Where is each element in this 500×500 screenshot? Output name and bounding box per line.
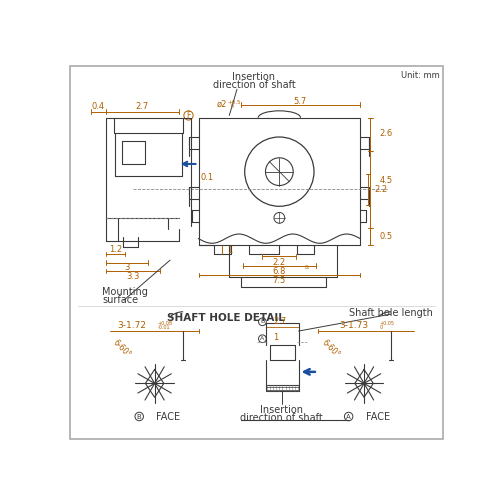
Text: +0.05: +0.05 bbox=[380, 321, 394, 326]
Text: 1: 1 bbox=[226, 246, 232, 254]
Text: 2.2: 2.2 bbox=[374, 185, 387, 194]
Text: Insertion: Insertion bbox=[260, 405, 303, 415]
Text: 1.2: 1.2 bbox=[109, 245, 122, 254]
Text: Mounting: Mounting bbox=[102, 287, 148, 297]
Text: +0.5: +0.5 bbox=[227, 100, 240, 105]
Text: 6-60°: 6-60° bbox=[320, 338, 342, 359]
Text: direction of shaft: direction of shaft bbox=[240, 414, 323, 424]
Text: 0.5: 0.5 bbox=[380, 232, 392, 241]
Text: 2.6: 2.6 bbox=[380, 130, 392, 138]
Text: FACE: FACE bbox=[366, 412, 390, 422]
Text: 5.7: 5.7 bbox=[294, 97, 307, 106]
Text: 6.8: 6.8 bbox=[272, 267, 286, 276]
Text: A: A bbox=[346, 414, 351, 420]
Text: surface: surface bbox=[102, 295, 139, 305]
Text: 0: 0 bbox=[380, 326, 382, 330]
Text: 3: 3 bbox=[124, 264, 130, 272]
Text: 0.4: 0.4 bbox=[92, 102, 105, 110]
Text: 3-1.73: 3-1.73 bbox=[340, 321, 368, 330]
Text: direction of shaft: direction of shaft bbox=[212, 80, 296, 90]
Text: 2.7: 2.7 bbox=[273, 316, 286, 326]
Text: 2.2: 2.2 bbox=[273, 258, 286, 267]
Text: B: B bbox=[260, 320, 264, 324]
Text: +0.08: +0.08 bbox=[158, 321, 172, 326]
Text: Unit: mm: Unit: mm bbox=[401, 71, 440, 80]
Text: Insertion: Insertion bbox=[232, 72, 276, 82]
Text: 6-60°: 6-60° bbox=[111, 338, 132, 359]
Text: F: F bbox=[186, 111, 190, 120]
Text: B: B bbox=[137, 414, 141, 420]
Text: 2.7: 2.7 bbox=[136, 102, 149, 110]
Text: SHAFT HOLE DETAIL: SHAFT HOLE DETAIL bbox=[166, 312, 284, 322]
Text: ø2: ø2 bbox=[216, 100, 226, 109]
Text: -0.01: -0.01 bbox=[158, 326, 170, 330]
Text: 1: 1 bbox=[273, 334, 278, 342]
Text: 7.5: 7.5 bbox=[272, 276, 286, 285]
Text: 3.3: 3.3 bbox=[126, 272, 140, 281]
Text: 8₁: 8₁ bbox=[305, 266, 310, 270]
Text: 4.5: 4.5 bbox=[380, 176, 392, 186]
Text: 3-1.72: 3-1.72 bbox=[118, 321, 146, 330]
Text: 0: 0 bbox=[227, 104, 234, 108]
Text: FACE: FACE bbox=[156, 412, 180, 422]
Text: 0.1: 0.1 bbox=[201, 172, 214, 182]
Text: Shaft hole length: Shaft hole length bbox=[348, 308, 432, 318]
Text: A: A bbox=[260, 336, 264, 341]
